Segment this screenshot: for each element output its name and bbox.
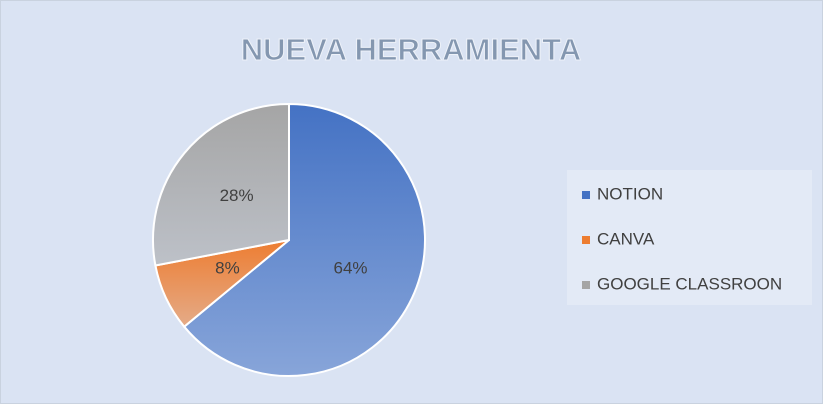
data-label: 64% — [334, 258, 368, 277]
pie-slice — [182, 102, 426, 377]
pie-slice — [152, 102, 290, 267]
legend-swatch — [582, 236, 590, 244]
legend-box — [567, 170, 812, 305]
chart-title: NUEVA HERRAMIENTA — [241, 32, 581, 67]
legend-label: GOOGLE CLASSROON — [597, 274, 782, 293]
data-label: 8% — [215, 258, 240, 277]
legend-swatch — [582, 191, 590, 199]
legend-label: NOTION — [597, 184, 663, 203]
legend-swatch — [582, 281, 590, 289]
data-label: 28% — [220, 186, 254, 205]
legend-label: CANVA — [597, 229, 655, 248]
